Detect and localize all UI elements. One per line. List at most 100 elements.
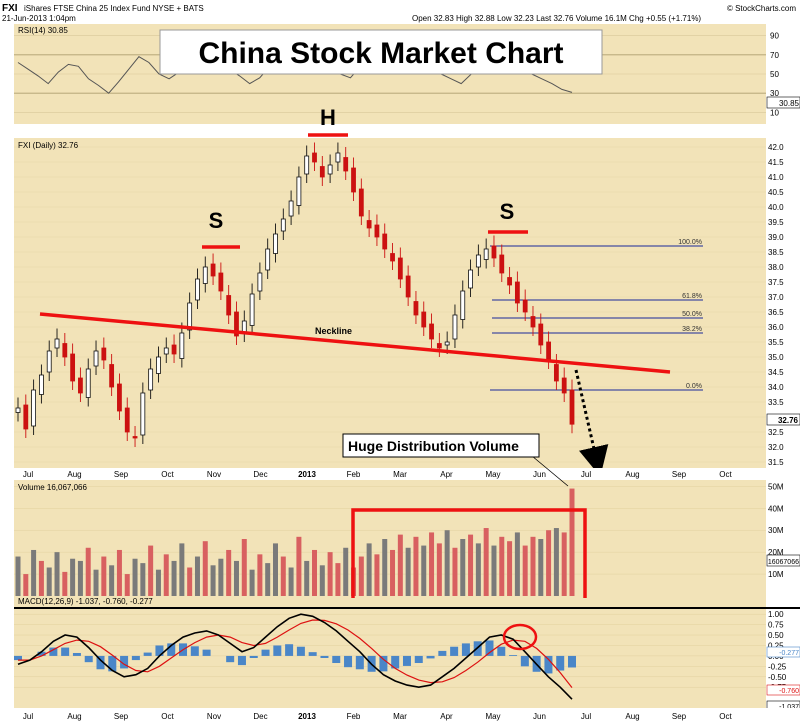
svg-text:-0.760: -0.760: [779, 688, 799, 695]
macd-tick-label: 0.25: [768, 641, 784, 650]
right-shoulder-label: S: [500, 199, 515, 224]
fib-level-label: 61.8%: [682, 293, 702, 300]
price-tick-label: 41.5: [768, 158, 784, 167]
price-candle: [546, 341, 551, 361]
price-candle: [15, 407, 21, 413]
price-candle: [390, 253, 395, 262]
macd-x-tick-label: Feb: [347, 712, 361, 721]
fib-level-label: 38.2%: [682, 326, 702, 333]
price-candle: [187, 302, 193, 331]
price-x-tick-label: Oct: [161, 470, 174, 479]
macd-x-tick-label: Sep: [114, 712, 129, 721]
price-candle: [327, 164, 333, 175]
volume-bar: [140, 563, 146, 596]
volume-bar: [202, 541, 208, 596]
macd-x-tick-label: Jul: [23, 712, 33, 721]
macd-histogram-bar: [379, 655, 388, 672]
volume-bar: [296, 536, 302, 596]
price-last-value: 32.76: [778, 416, 799, 425]
macd-histogram-bar: [249, 655, 258, 658]
price-tick-label: 33.5: [768, 398, 784, 407]
volume-bar: [15, 556, 21, 596]
price-x-tick-label: 2013: [298, 470, 316, 479]
price-candle: [234, 311, 239, 337]
macd-histogram-bar: [438, 650, 447, 656]
price-candle: [226, 295, 232, 316]
price-candle: [538, 323, 544, 346]
fund-description: iShares FTSE China 25 Index Fund NYSE + …: [24, 4, 204, 13]
volume-bar: [280, 556, 286, 596]
price-x-tick-label: Feb: [347, 470, 361, 479]
rsi-tick-label: 90: [770, 32, 779, 41]
volume-bar: [413, 536, 419, 596]
volume-bar: [187, 567, 193, 596]
volume-bar: [70, 558, 76, 596]
price-x-tick-label: Aug: [625, 470, 639, 479]
macd-histogram-bar: [355, 655, 364, 670]
price-candle: [444, 341, 450, 346]
price-tick-label: 38.0: [768, 263, 784, 272]
macd-x-tick-label: Aug: [625, 712, 639, 721]
macd-tick-label: 0.50: [768, 631, 784, 640]
price-candle: [468, 269, 473, 289]
price-tick-label: 38.5: [768, 248, 784, 257]
price-tick-label: 36.0: [768, 323, 784, 332]
price-candle: [85, 368, 91, 398]
macd-histogram-bar: [320, 655, 329, 658]
svg-text:-1.037: -1.037: [779, 704, 799, 711]
volume-bar: [312, 549, 318, 596]
macd-histogram-bar: [308, 652, 317, 656]
volume-bar: [163, 554, 169, 596]
macd-histogram-bar: [49, 647, 58, 656]
volume-bar: [272, 543, 278, 596]
volume-bar: [343, 547, 349, 596]
price-candle: [358, 188, 364, 217]
volume-bar: [429, 532, 435, 596]
volume-bar: [171, 560, 177, 596]
macd-tick-label: -0.50: [768, 673, 787, 682]
symbol-label: FXI: [2, 3, 18, 14]
head-label: H: [320, 105, 336, 130]
volume-bar: [460, 539, 466, 596]
volume-bar: [77, 560, 83, 596]
price-candle: [195, 278, 200, 301]
volume-bar: [132, 558, 138, 596]
price-candle: [569, 389, 575, 425]
price-candle: [397, 257, 403, 280]
price-tick-label: 40.5: [768, 188, 784, 197]
macd-histogram-bar: [450, 646, 459, 656]
macd-panel: -0.75-0.50-0.250.000.250.500.751.00 MACD…: [14, 597, 800, 712]
volume-bar: [499, 536, 505, 596]
volume-bar: [155, 569, 161, 596]
volume-bar: [483, 528, 489, 596]
volume-bar: [553, 528, 559, 596]
volume-bar: [546, 530, 552, 596]
volume-callout-box: [342, 433, 540, 458]
volume-last-value: 16067066: [768, 559, 799, 566]
volume-callout-text: Huge Distribution Volume: [348, 438, 519, 454]
volume-bar: [468, 534, 474, 596]
price-candle: [202, 266, 208, 284]
volume-bar: [38, 560, 44, 596]
volume-bar: [374, 554, 380, 596]
macd-crossover-circle: [502, 623, 538, 651]
price-candle: [171, 344, 177, 355]
price-candle: [23, 404, 29, 430]
macd-histogram-bar: [167, 643, 176, 656]
neckline: [39, 312, 671, 374]
volume-bar: [23, 574, 29, 596]
macd-histogram-bar: [237, 655, 246, 666]
volume-last-box: [766, 554, 800, 567]
price-candle: [109, 364, 115, 388]
fib-level-label: 100.0%: [678, 239, 702, 246]
volume-bar: [257, 554, 263, 596]
volume-bar: [101, 556, 107, 596]
price-candle: [553, 364, 559, 382]
volume-bar: [522, 545, 528, 596]
macd-histogram-bar: [285, 644, 294, 656]
macd-histogram-bar: [544, 655, 553, 674]
macd-histogram-bar: [120, 655, 129, 669]
price-x-tick-label: Sep: [114, 470, 129, 479]
price-candle: [78, 377, 83, 394]
price-candle: [522, 299, 528, 313]
